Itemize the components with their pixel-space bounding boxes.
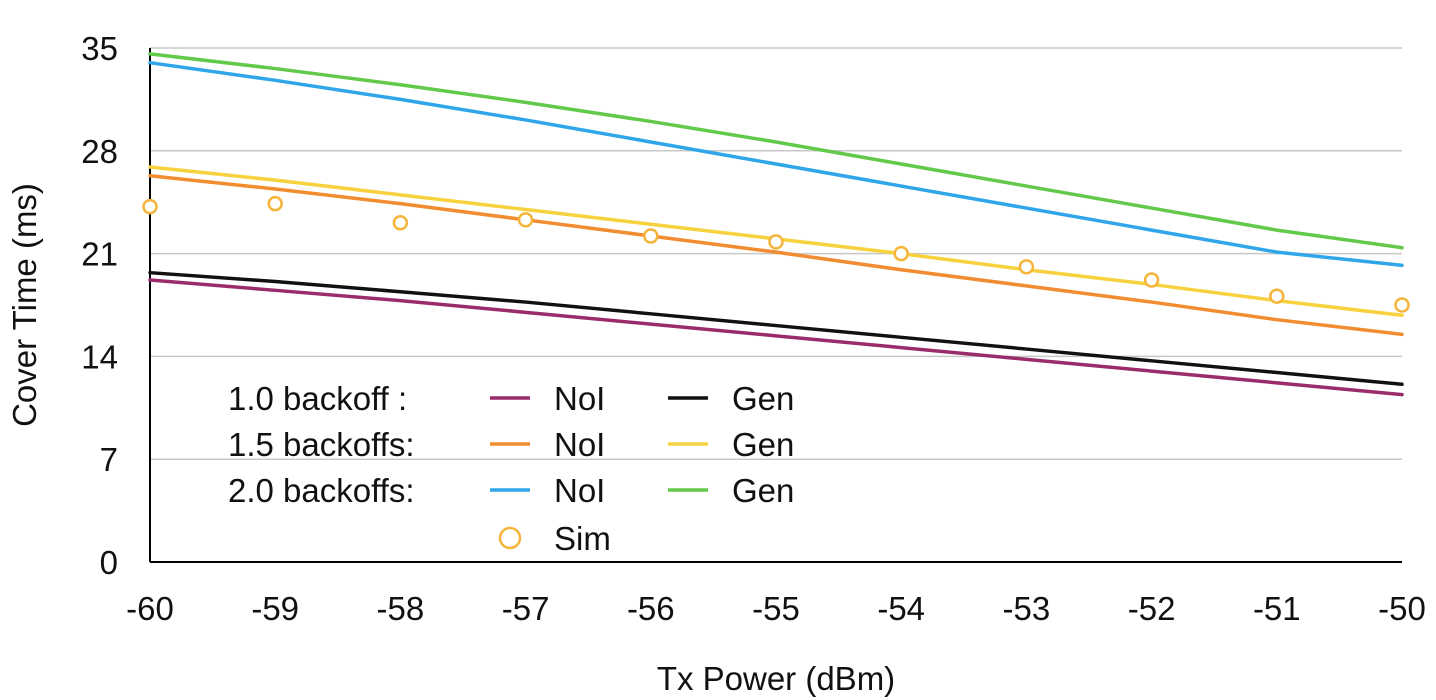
sim-point bbox=[392, 215, 409, 231]
series-line-1-5-noi bbox=[148, 174, 1404, 337]
legend-entry-label: NoI bbox=[554, 380, 605, 417]
y-axis-label: Cover Time (ms) bbox=[6, 183, 43, 427]
legend-entry-label: Gen bbox=[732, 426, 794, 463]
legend: 1.0 backoff : NoI Gen 1.5 backoffs: NoI Gen 2.… bbox=[228, 380, 794, 557]
sim-point bbox=[267, 195, 283, 212]
y-tick-label: 28 bbox=[81, 133, 118, 170]
x-tick-label: -54 bbox=[877, 590, 925, 627]
y-tick-label: 0 bbox=[100, 544, 118, 581]
x-tick-label: -51 bbox=[1253, 590, 1301, 627]
sim-point bbox=[1394, 297, 1410, 313]
legend-entry-label: Gen bbox=[732, 472, 794, 509]
sim-point bbox=[517, 212, 534, 228]
sim-point bbox=[643, 228, 659, 244]
y-tick-label: 21 bbox=[81, 236, 118, 273]
legend-entry-label: Gen bbox=[732, 380, 794, 417]
axes bbox=[149, 48, 1402, 563]
legend-entry-label: Sim bbox=[554, 520, 611, 557]
sim-point bbox=[142, 198, 158, 215]
x-tick-label: -58 bbox=[377, 590, 425, 627]
legend-entry-label: NoI bbox=[554, 426, 605, 463]
x-tick-label: -60 bbox=[126, 590, 174, 627]
legend-row-label: 1.0 backoff : bbox=[228, 380, 407, 417]
x-axis-label: Tx Power (dBm) bbox=[657, 660, 895, 697]
y-tick-label: 35 bbox=[81, 30, 118, 67]
sim-point bbox=[768, 234, 784, 250]
x-tick-label: -53 bbox=[1003, 590, 1051, 627]
sim-point bbox=[1269, 288, 1285, 304]
legend-row-label: 1.5 backoffs: bbox=[228, 426, 415, 463]
x-tick-label: -50 bbox=[1378, 590, 1426, 627]
y-tick-labels: 0 7 14 21 28 35 bbox=[81, 30, 118, 581]
x-tick-label: -55 bbox=[752, 590, 800, 627]
x-tick-label: -59 bbox=[251, 590, 299, 627]
sim-point bbox=[893, 245, 909, 262]
sim-point bbox=[1018, 259, 1035, 275]
x-tick-label: -52 bbox=[1128, 590, 1176, 627]
legend-row-label: 2.0 backoffs: bbox=[228, 472, 415, 509]
x-tick-label: -56 bbox=[627, 590, 675, 627]
series-layer bbox=[142, 52, 1410, 397]
series-line-1-0-gen bbox=[148, 270, 1404, 387]
legend-swatch-sim bbox=[498, 526, 522, 550]
series-line-2-0-noi bbox=[148, 60, 1404, 268]
x-tick-label: -57 bbox=[502, 590, 550, 627]
sim-point bbox=[1143, 272, 1160, 288]
y-tick-label: 7 bbox=[100, 441, 118, 478]
series-line-1-0-noi bbox=[148, 278, 1404, 397]
series-line-2-0-gen bbox=[148, 52, 1404, 250]
legend-entry-label: NoI bbox=[554, 472, 605, 509]
y-tick-label: 14 bbox=[81, 338, 118, 375]
x-tick-labels: -60 -59 -58 -57 -56 -55 -54 -53 -52 -51 -50 bbox=[126, 590, 1426, 627]
